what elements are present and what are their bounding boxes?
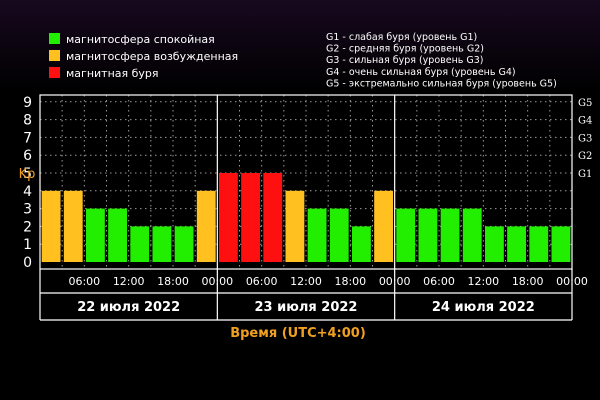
storm-levels-list: G1 - слабая буря (уровень G1)G2 - средня… xyxy=(326,32,557,89)
storm-level-item: G1 - слабая буря (уровень G1) xyxy=(326,32,477,43)
kp-bar xyxy=(329,208,349,262)
y-tick-label: 3 xyxy=(23,202,32,218)
day-label: 22 июля 2022 xyxy=(77,300,180,315)
kp-bar xyxy=(440,208,460,262)
x-tick-label: 00:00 xyxy=(556,275,588,288)
bar-series xyxy=(41,173,571,262)
kp-bar xyxy=(85,208,105,262)
storm-level-item: G3 - сильная буря (уровень G3) xyxy=(326,55,484,66)
x-tick-label: 06:00 xyxy=(246,275,278,288)
kp-bar xyxy=(507,226,527,262)
kp-bar xyxy=(462,208,482,262)
x-axis-label: Время (UTC+4:00) xyxy=(230,326,366,341)
kp-bar xyxy=(263,173,283,262)
y-axis-label: Kp xyxy=(19,167,36,182)
g-level-tick: G3 xyxy=(578,133,592,144)
kp-bar xyxy=(41,190,61,262)
y-tick-label: 7 xyxy=(23,130,32,146)
plot-frame xyxy=(39,94,573,270)
kp-bar xyxy=(108,208,128,262)
x-tick-label: 12:00 xyxy=(113,275,145,288)
kp-bar xyxy=(551,226,571,262)
y-tick-label: 2 xyxy=(23,219,32,235)
storm-level-item: G4 - очень сильная буря (уровень G4) xyxy=(326,67,516,78)
kp-bar xyxy=(174,226,194,262)
legend-label: магнитная буря xyxy=(66,67,159,80)
kp-bar xyxy=(152,226,172,262)
kp-bar xyxy=(196,190,216,262)
x-tick-label: 18:00 xyxy=(157,275,189,288)
kp-bar xyxy=(529,226,549,262)
kp-bar xyxy=(218,173,238,262)
y-tick-label: 4 xyxy=(23,184,32,200)
x-axis-ticks: 06:00 12:00 18:00 00:00 06:00 12:00 18:00 00:00… xyxy=(68,275,587,288)
legend-swatch xyxy=(49,50,60,61)
x-tick-label: 18:00 xyxy=(512,275,544,288)
x-tick-label: 06:00 xyxy=(423,275,455,288)
x-tick-label: 00:00 xyxy=(201,275,233,288)
x-tick-label: 12:00 xyxy=(290,275,322,288)
kp-bar xyxy=(374,190,394,262)
kp-bar xyxy=(63,190,83,262)
day-label: 24 июля 2022 xyxy=(432,300,535,315)
x-tick-label: 00:00 xyxy=(379,275,411,288)
kp-bar xyxy=(307,208,327,262)
storm-level-item: G5 - экстремально сильная буря (уровень … xyxy=(326,78,557,89)
kp-bar xyxy=(396,208,416,262)
x-tick-label: 18:00 xyxy=(334,275,366,288)
g-level-tick: G4 xyxy=(578,116,592,127)
x-tick-label: 12:00 xyxy=(467,275,499,288)
y-tick-label: 6 xyxy=(23,148,32,164)
g-level-tick: G2 xyxy=(578,151,592,162)
y-tick-label: 9 xyxy=(23,95,32,111)
g-level-ticks: G1 G2 G3 G4 G5 xyxy=(578,98,592,180)
day-label: 23 июля 2022 xyxy=(255,300,358,315)
kp-bar xyxy=(241,173,261,262)
day-labels: 22 июля 2022 23 июля 2022 24 июля 2022 xyxy=(77,300,535,315)
legend-label: магнитосфера спокойная xyxy=(66,33,215,46)
x-tick-label: 06:00 xyxy=(68,275,100,288)
kp-bar xyxy=(351,226,371,262)
legend-swatch xyxy=(49,67,60,78)
kp-bar xyxy=(285,190,305,262)
top-haze xyxy=(0,0,600,90)
y-tick-label: 0 xyxy=(23,255,32,271)
g-level-tick: G5 xyxy=(578,98,592,109)
legend-label: магнитосфера возбужденная xyxy=(66,50,238,63)
kp-bar xyxy=(130,226,150,262)
kp-bar xyxy=(418,208,438,262)
y-tick-label: 8 xyxy=(23,113,32,129)
chart-grid xyxy=(40,95,572,269)
chart-axes xyxy=(39,94,573,321)
y-tick-label: 5 xyxy=(23,166,32,182)
y-tick-label: 1 xyxy=(23,237,32,253)
storm-level-item: G2 - средняя буря (уровень G2) xyxy=(326,44,484,55)
legend: магнитосфера спокойная магнитосфера возбу… xyxy=(49,33,238,80)
g-level-tick: G1 xyxy=(578,169,592,180)
kp-bar xyxy=(484,226,504,262)
legend-swatch xyxy=(49,33,60,44)
